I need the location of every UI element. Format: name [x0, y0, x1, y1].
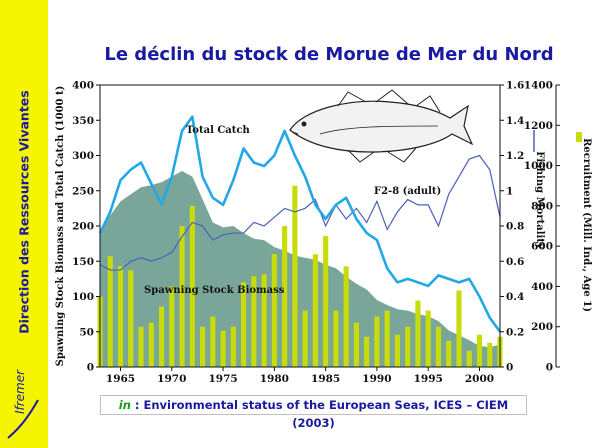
- x-tick-label: 1990: [362, 373, 391, 385]
- recruitment-bar: [117, 266, 124, 367]
- logo-text: Ifremer: [13, 369, 27, 414]
- cod-ventral-fins: [347, 147, 417, 163]
- recruitment-bar: [107, 256, 113, 367]
- cod-lateral-line: [319, 125, 439, 135]
- recruitment-bar: [312, 254, 318, 367]
- left-tick-label: 50: [79, 326, 94, 338]
- right-axis-legend-swatch: [576, 132, 582, 142]
- recruitment-bar: [292, 185, 298, 367]
- recruitment-bar: [394, 334, 400, 367]
- biomass-area: [100, 171, 500, 367]
- recruitment-bar: [415, 300, 421, 367]
- right-tick-label: 800: [531, 200, 553, 212]
- annotation-fishing-mortality: F2-8 (adult): [374, 186, 441, 197]
- recruitment-bar: [179, 226, 185, 367]
- recruitment-bar: [282, 226, 288, 367]
- cod-illustration: [289, 89, 474, 163]
- left-tick-label: 400: [72, 80, 94, 92]
- left-tick-label: 250: [72, 185, 94, 197]
- mid-tick-label: 0.8: [506, 221, 524, 233]
- recruitment-bar: [425, 310, 431, 367]
- recruitment-bar: [487, 342, 493, 367]
- recruitment-bar: [384, 310, 390, 367]
- recruitment-bar: [128, 270, 134, 367]
- total-catch-line: [98, 115, 502, 333]
- recruitment-bar: [148, 322, 154, 367]
- recruitment-bar: [261, 274, 267, 367]
- cod-eye: [301, 121, 307, 127]
- x-tick-label: 1970: [157, 373, 186, 385]
- recruitment-bar: [230, 326, 236, 367]
- mid-tick-label: 0: [506, 362, 513, 374]
- recruitment-bar: [189, 205, 195, 367]
- recruitment-bar: [364, 336, 370, 367]
- x-tick-label: 1980: [260, 373, 289, 385]
- recruitment-bar: [220, 330, 226, 367]
- slide-title: Le déclin du stock de Morue de Mer du No…: [104, 44, 554, 65]
- recruitment-bar: [251, 276, 257, 367]
- mid-tick-label: 1: [506, 185, 513, 197]
- left-tick-label: 100: [72, 291, 94, 303]
- recruitment-bar: [271, 254, 277, 367]
- mid-tick-label: 1.6: [506, 80, 524, 92]
- recruitment-bar: [466, 350, 472, 367]
- sidebar-title: Direction des Ressources Vivantes: [16, 90, 32, 334]
- mid-tick-label: 0.6: [506, 256, 524, 268]
- recruitment-bar: [200, 326, 206, 367]
- sidebar: Direction des Ressources Vivantes Ifreme…: [0, 0, 48, 448]
- mid-tick-label: 0.2: [506, 326, 524, 338]
- right-axis-title: Recruitment (Mill. Ind., Age 1): [581, 138, 592, 312]
- mid-tick-label: 0.4: [506, 291, 524, 303]
- recruitment-bar: [456, 290, 462, 367]
- x-tick-label: 1965: [106, 373, 135, 385]
- recruitment-bar: [158, 306, 165, 367]
- annotation-biomass: Spawning Stock Biomass: [144, 285, 285, 296]
- right-tick-label: 1000: [524, 160, 553, 172]
- recruitment-bar: [169, 286, 175, 367]
- source-citation: in : Environmental status of the Europea…: [100, 395, 527, 430]
- recruitment-bar: [374, 316, 380, 367]
- recruitment-bar: [333, 310, 339, 367]
- x-tick-label: 1975: [208, 373, 237, 385]
- recruitment-bar: [353, 322, 359, 367]
- right-tick-label: 200: [531, 321, 553, 333]
- recruitment-bar: [446, 340, 452, 367]
- recruitment-bar: [343, 266, 349, 367]
- recruitment-bar: [435, 326, 442, 367]
- left-tick-label: 200: [72, 221, 94, 233]
- mid-tick-label: 1.2: [506, 150, 524, 162]
- source-prefix: in: [118, 398, 131, 412]
- x-tick-label: 1995: [414, 373, 443, 385]
- fishing-mortality-line: [99, 154, 501, 271]
- recruitment-bar: [476, 334, 483, 367]
- right-tick-label: 1400: [524, 80, 553, 92]
- recruitment-bar: [405, 326, 411, 367]
- annotation-total-catch: Total Catch: [186, 125, 250, 136]
- mid-tick-label: 1.4: [506, 115, 524, 127]
- recruitment-bar: [138, 326, 144, 367]
- ifremer-logo: Ifremer: [7, 369, 39, 439]
- recruitment-bar: [210, 316, 216, 367]
- right-tick-label: 1200: [524, 120, 553, 132]
- source-text: : Environmental status of the European S…: [130, 398, 509, 430]
- x-tick-label: 1985: [311, 373, 340, 385]
- right-tick-label: 600: [531, 241, 553, 253]
- cod-dorsal-fins: [337, 89, 441, 113]
- left-axis-title: Spawning Stock Biomass and Total Catch (…: [55, 86, 66, 367]
- mid-axis-title: Fishing Mortality: [534, 151, 545, 250]
- cod-mouth: [291, 131, 299, 135]
- left-tick-label: 300: [72, 150, 94, 162]
- x-tick-label: 2000: [465, 373, 494, 385]
- recruitment-bar: [302, 310, 308, 367]
- left-tick-label: 150: [72, 256, 94, 268]
- left-tick-label: 350: [72, 115, 94, 127]
- recruitment-bar: [241, 282, 247, 367]
- right-tick-label: 400: [531, 281, 553, 293]
- right-tick-label: 0: [546, 362, 553, 374]
- recruitment-bar: [323, 236, 329, 367]
- left-tick-label: 0: [87, 362, 94, 374]
